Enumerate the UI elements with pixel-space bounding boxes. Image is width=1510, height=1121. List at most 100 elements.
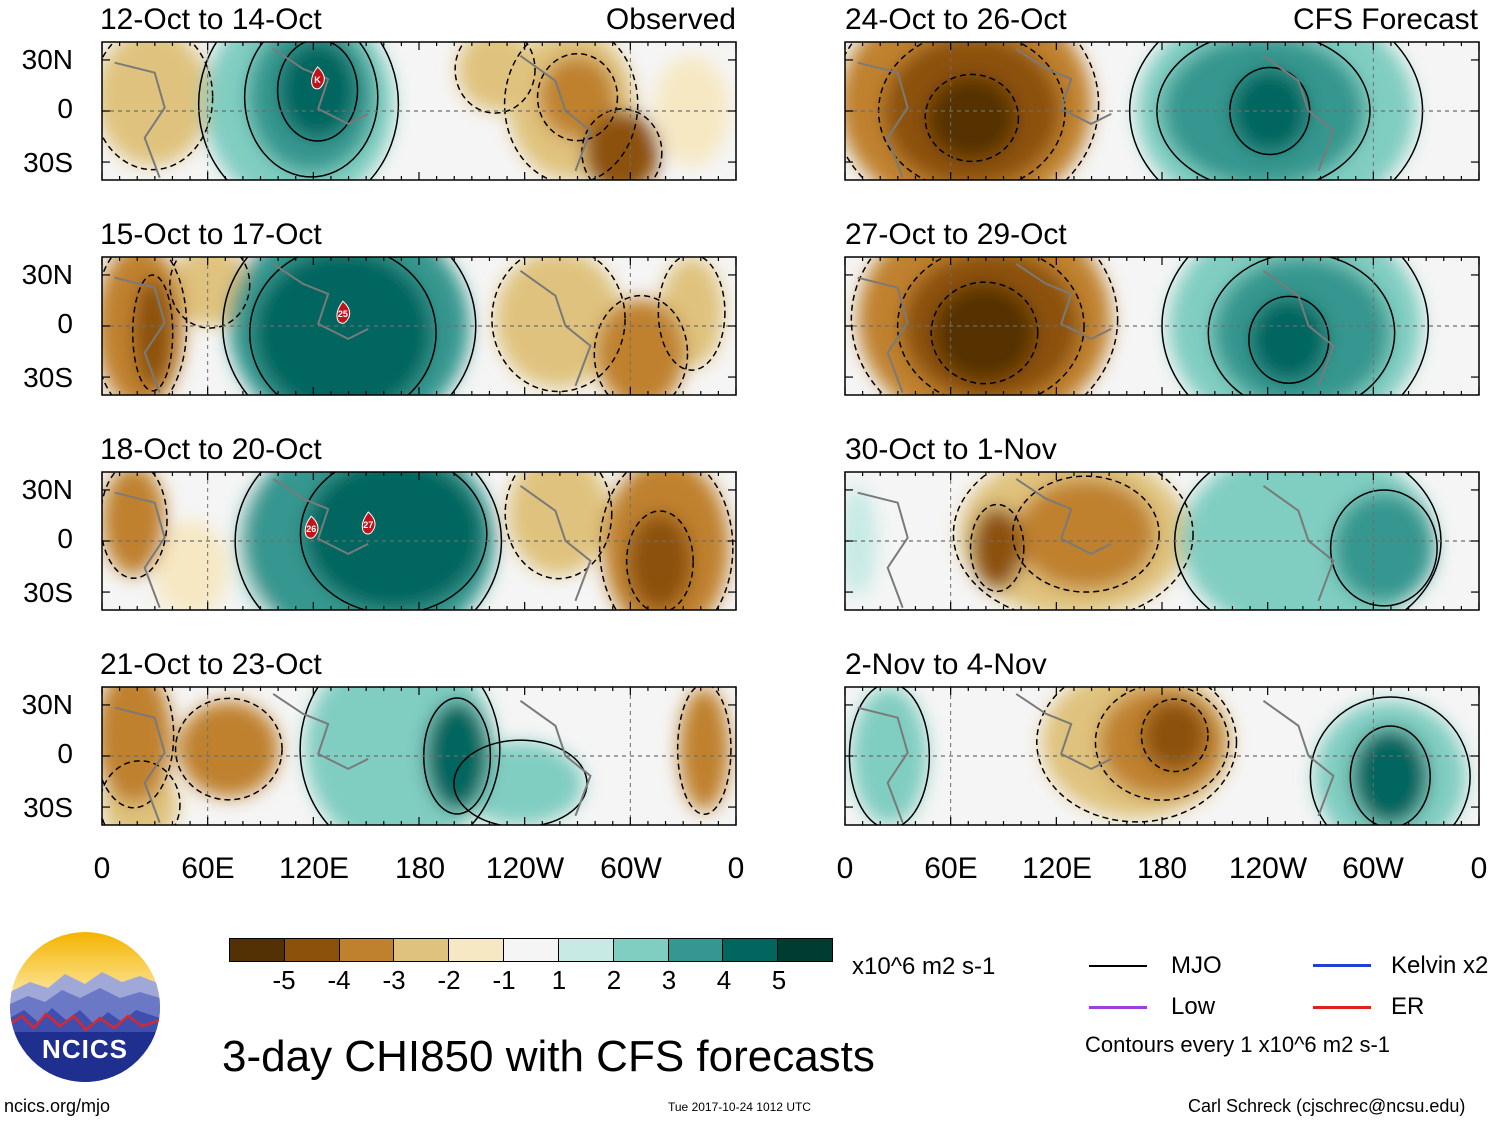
mjo-contour — [102, 42, 214, 171]
y-tick-label: 30S — [23, 147, 73, 178]
map-panel — [844, 256, 1480, 396]
mjo-contour — [676, 687, 732, 816]
anomaly-field — [102, 687, 730, 825]
cyclone-marker-label: K — [314, 75, 321, 85]
mjo-contour — [657, 257, 726, 371]
colorbar-tick-label: 3 — [661, 965, 677, 995]
logo-text: NCICS — [42, 1034, 128, 1064]
anomaly-blob — [304, 472, 483, 610]
cyclone-marker: K — [311, 66, 325, 90]
colorbar-swatch — [612, 939, 668, 961]
x-tick-label: 120W — [1228, 852, 1308, 885]
colorbar-tick-label: 2 — [606, 965, 622, 995]
coastline — [857, 693, 1335, 824]
mjo-contour — [1011, 475, 1160, 593]
mjo-contour — [1156, 42, 1371, 180]
panel-title: 21-Oct to 23-Oct — [100, 648, 322, 681]
anomaly-blob — [102, 472, 166, 576]
x-tick-label: 0 — [93, 852, 111, 885]
anomaly-field — [851, 687, 1467, 825]
x-tick-label: 0 — [836, 852, 854, 885]
map-panel: 26 27 — [101, 471, 737, 611]
anomaly-blob — [1250, 298, 1327, 382]
mjo-contour — [845, 42, 1100, 180]
contour-note: Contours every 1 x10^6 m2 s-1 — [1085, 1032, 1391, 1057]
anomaly-blob — [279, 42, 356, 139]
y-tick-label: 30N — [21, 689, 73, 720]
map-panel: K — [101, 41, 737, 181]
anomaly-blob — [178, 700, 280, 798]
mjo-contour — [102, 760, 181, 825]
panel-title: 2-Nov to 4-Nov — [845, 648, 1047, 681]
anomaly-blob — [851, 687, 928, 825]
coastline — [114, 693, 592, 824]
mjo-contour — [1161, 257, 1429, 395]
colorbar — [229, 938, 833, 962]
mjo-contour — [536, 52, 619, 142]
map-panel — [101, 686, 737, 826]
anomaly-field — [857, 257, 1422, 395]
anomaly-blob — [927, 76, 1017, 160]
map-panel — [844, 686, 1480, 826]
cyclone-marker-label: 26 — [306, 524, 316, 534]
y-tick-label: 0 — [57, 93, 73, 124]
legend-line-low — [1089, 1006, 1147, 1009]
legend: MJO Kelvin x2 Low ER Contours every 1 x1… — [1085, 950, 1505, 1060]
anomaly-blob — [495, 257, 622, 389]
anomaly-field — [102, 472, 730, 610]
panel-title: 30-Oct to 1-Nov — [845, 433, 1057, 466]
footer-author: Carl Schreck (cjschrec@ncsu.edu) — [1188, 1096, 1466, 1116]
mjo-contour — [102, 687, 175, 809]
mjo-contour — [850, 257, 1119, 395]
panel-label-observed: Observed — [605, 3, 736, 36]
mjo-contour — [1094, 687, 1230, 801]
colorbar-swatch — [777, 939, 832, 961]
colorbar-swatch — [230, 939, 284, 961]
x-tick-label: 120E — [1021, 852, 1093, 885]
footer-url[interactable]: ncics.org/mjo — [4, 1096, 111, 1116]
colorbar-tick-label: -5 — [272, 965, 296, 995]
anomaly-blob — [653, 55, 730, 167]
anomaly-blob — [1352, 728, 1429, 825]
anomaly-blob — [596, 298, 686, 395]
panel-label-cfs-forecast: CFS Forecast — [1292, 3, 1478, 36]
colorbar-units: x10^6 m2 s-1 — [852, 953, 996, 980]
mjo-contour — [930, 281, 1039, 385]
cyclone-marker-label: 27 — [363, 520, 373, 530]
panel-title: 12-Oct to 14-Oct — [100, 3, 322, 36]
colorbar-swatch — [503, 939, 558, 961]
x-tick-label: 120E — [278, 852, 350, 885]
colorbar-swatch — [283, 939, 339, 961]
colorbar-swatch — [448, 939, 504, 961]
footer-timestamp: Tue 2017-10-24 1012 UTC — [668, 1100, 811, 1114]
x-tick-label: 0 — [1470, 852, 1488, 885]
legend-line-er — [1313, 1006, 1371, 1009]
anomaly-blob — [583, 111, 660, 180]
colorbar-swatch — [557, 939, 613, 961]
anomaly-blob — [971, 506, 1023, 590]
mjo-contour — [299, 687, 501, 825]
coastline — [114, 478, 592, 609]
coastline — [114, 48, 592, 179]
mjo-contour — [969, 503, 1025, 593]
anomaly-field — [845, 472, 1435, 610]
mjo-contour — [924, 73, 1020, 163]
panel-title: 18-Oct to 20-Oct — [100, 433, 322, 466]
panel-title: 27-Oct to 29-Oct — [845, 218, 1067, 251]
anomaly-blob — [628, 513, 692, 610]
y-tick-label: 30S — [23, 577, 73, 608]
mjo-contour — [197, 42, 400, 180]
mjo-contour — [299, 472, 488, 610]
x-tick-label: 180 — [394, 852, 446, 885]
anomaly-blob — [507, 472, 610, 576]
mjo-contour — [174, 697, 283, 801]
cyclone-marker: 27 — [361, 511, 376, 535]
anomaly-blob — [539, 55, 616, 139]
y-tick-label: 0 — [57, 523, 73, 554]
mjo-contour — [1248, 295, 1330, 385]
colorbar-swatch — [667, 939, 723, 961]
mjo-contour — [598, 472, 734, 610]
mjo-contour — [1309, 696, 1471, 825]
